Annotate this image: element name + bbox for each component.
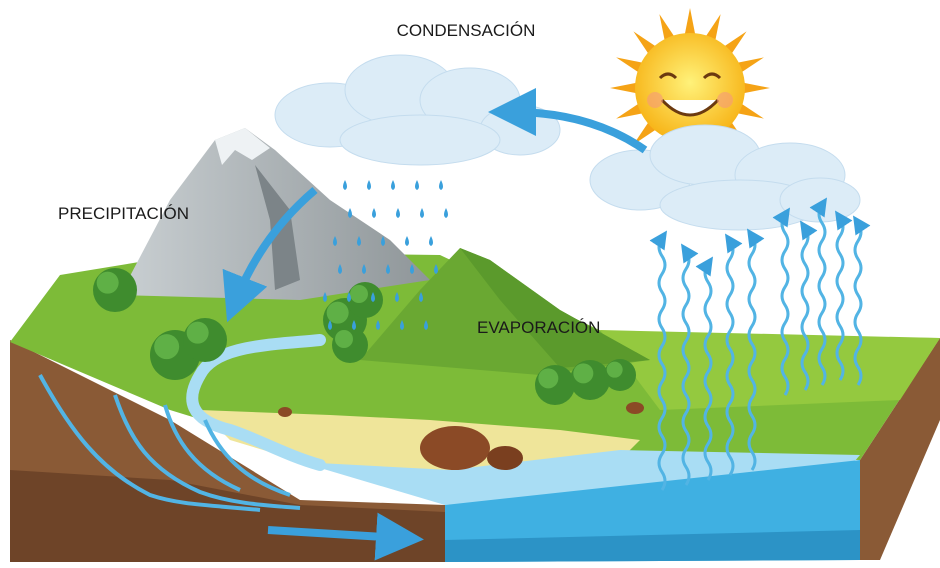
- water-cycle-diagram: CONDENSACIÓN PRECIPITACIÓN EVAPORACIÓN: [0, 0, 940, 568]
- label-evaporation: EVAPORACIÓN: [477, 318, 600, 337]
- bush-highlight: [573, 363, 593, 383]
- rock: [278, 407, 292, 417]
- label-precipitation: PRECIPITACIÓN: [58, 204, 189, 223]
- rain-drop: [348, 208, 352, 218]
- bush-highlight: [335, 330, 353, 348]
- rain-drop: [391, 180, 395, 190]
- rain-drop: [396, 208, 400, 218]
- bush-highlight: [350, 285, 368, 303]
- rain-drop: [367, 180, 371, 190]
- bush-highlight: [187, 322, 209, 344]
- rain-drop: [372, 208, 376, 218]
- rain-drop: [415, 180, 419, 190]
- rain-drop: [343, 180, 347, 190]
- rock: [626, 402, 644, 414]
- rain-drop: [444, 208, 448, 218]
- rock: [487, 446, 523, 470]
- rain-drop: [439, 180, 443, 190]
- bush-highlight: [538, 368, 558, 388]
- rain-drop: [429, 236, 433, 246]
- land-shade: [600, 330, 940, 410]
- bush-highlight: [154, 334, 179, 359]
- bush-highlight: [607, 362, 623, 378]
- bush-highlight: [97, 272, 119, 294]
- rain-drop: [420, 208, 424, 218]
- label-condensation: CONDENSACIÓN: [397, 21, 536, 40]
- rain-drop: [405, 236, 409, 246]
- rock: [420, 426, 490, 470]
